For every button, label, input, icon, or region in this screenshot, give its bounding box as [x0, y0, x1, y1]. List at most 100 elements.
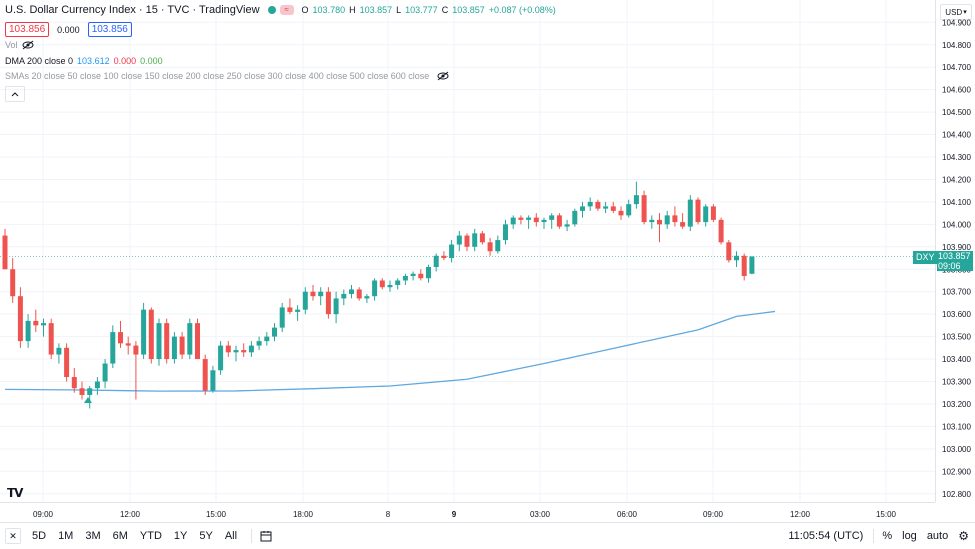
- eye-hidden-icon[interactable]: [22, 40, 34, 50]
- time-tick-label: 12:00: [120, 510, 141, 519]
- dma-label[interactable]: DMA 200 close 0: [5, 56, 74, 66]
- candle-body: [110, 332, 116, 364]
- candle-body: [472, 233, 478, 247]
- buy-button[interactable]: 103.856: [87, 22, 132, 37]
- range-5y-button[interactable]: 5Y: [199, 530, 213, 542]
- sma-legend: SMAs 20 close 50 close 100 close 150 clo…: [5, 71, 449, 81]
- candle-body: [56, 347, 62, 355]
- candle-body: [479, 233, 485, 243]
- range-6m-button[interactable]: 6M: [112, 530, 128, 542]
- eye-hidden-icon[interactable]: [437, 71, 449, 81]
- candle-body: [102, 363, 108, 382]
- candle-body: [741, 255, 747, 276]
- candlestick-chart[interactable]: [0, 0, 935, 502]
- ohlc-close-label: C: [441, 5, 449, 15]
- separator: [873, 529, 875, 543]
- candle-body: [449, 244, 455, 259]
- log-scale-button[interactable]: log: [902, 530, 917, 542]
- candle-body: [279, 307, 285, 328]
- currency-selector[interactable]: USD ▾: [940, 4, 972, 20]
- trade-panel: 103.856 0.000 103.856: [5, 22, 132, 37]
- time-axis[interactable]: 09:00 12:00 15:00 18:00 8 9 03:00 06:00 09:00 12:…: [0, 502, 935, 523]
- candle-body: [402, 275, 408, 281]
- price-tick-label: 103.200: [942, 400, 971, 409]
- range-ytd-button[interactable]: YTD: [139, 530, 162, 542]
- range-5d-button[interactable]: 5D: [32, 530, 47, 542]
- chevron-up-icon: [11, 92, 19, 97]
- time-tick-label: 15:00: [206, 510, 227, 519]
- candle-body: [533, 217, 539, 223]
- time-tick-label: 15:00: [876, 510, 897, 519]
- range-1y-button[interactable]: 1Y: [173, 530, 188, 542]
- range-3m-button[interactable]: 3M: [85, 530, 101, 542]
- candle-body: [456, 235, 462, 245]
- close-icon[interactable]: ✕: [5, 528, 21, 544]
- candle-body: [626, 204, 632, 216]
- candle-body: [518, 217, 524, 220]
- candle-body: [556, 215, 562, 227]
- candle-body: [587, 201, 593, 207]
- candle-body: [287, 307, 293, 312]
- candle-body: [549, 215, 555, 220]
- price-tick-label: 104.000: [942, 220, 971, 229]
- price-tick-label: 104.400: [942, 131, 971, 140]
- auto-scale-button[interactable]: auto: [926, 530, 949, 542]
- ohlc-change: +0.087 (+0.08%): [488, 5, 556, 15]
- tradingview-logo[interactable]: 𝗧𝗩: [7, 486, 24, 500]
- price-tick-label: 104.200: [942, 175, 971, 184]
- candle-body: [41, 323, 46, 326]
- candle-body: [680, 222, 686, 227]
- candle-body: [87, 388, 93, 395]
- candle-body: [356, 289, 362, 299]
- ohlc-low-label: L: [396, 5, 402, 15]
- candle-body: [141, 309, 147, 355]
- buy-signal-marker: [84, 397, 92, 403]
- chevron-down-icon: ▾: [963, 9, 967, 16]
- candle-body: [710, 206, 716, 220]
- candle-body: [248, 345, 254, 353]
- price-tick-label: 103.300: [942, 378, 971, 387]
- range-1m-button[interactable]: 1M: [58, 530, 74, 542]
- candle-body: [379, 280, 385, 288]
- spread-value: 0.000: [57, 24, 80, 35]
- time-tick-label: 06:00: [617, 510, 638, 519]
- price-tick-label: 103.900: [942, 243, 971, 252]
- price-tick-label: 104.500: [942, 108, 971, 117]
- percent-scale-button[interactable]: %: [882, 530, 893, 542]
- symbol-tag: DXY: [913, 251, 938, 264]
- dma-200-line: [4, 310, 776, 392]
- candle-body: [310, 291, 316, 297]
- candle-body: [649, 219, 655, 223]
- time-tick-label: 09:00: [703, 510, 724, 519]
- price-tick-label: 104.700: [942, 63, 971, 72]
- volume-label[interactable]: Vol: [5, 40, 18, 50]
- candle-body: [410, 273, 416, 276]
- price-tick-label: 104.100: [942, 198, 971, 207]
- candle-body: [256, 341, 262, 346]
- candle-body: [133, 345, 139, 355]
- settings-gear-icon[interactable]: ⚙: [958, 529, 969, 543]
- candle-body: [264, 336, 270, 342]
- candle-body: [657, 219, 662, 225]
- price-tick-label: 103.100: [942, 422, 971, 431]
- sell-button[interactable]: 103.856: [5, 22, 50, 37]
- bottom-toolbar: ✕ 5D 1M 3M 6M YTD 1Y 5Y All 11:05:54 (UT…: [0, 522, 975, 549]
- symbol-title[interactable]: U.S. Dollar Currency Index · 15 · TVC · …: [5, 4, 260, 16]
- candle-body: [118, 332, 123, 344]
- time-tick-label: 03:00: [530, 510, 551, 519]
- candle-body: [218, 345, 224, 371]
- price-tick-label: 104.800: [942, 41, 971, 50]
- price-tick-label: 102.900: [942, 467, 971, 476]
- calendar-goto-icon[interactable]: [260, 530, 272, 542]
- sma-label[interactable]: SMAs 20 close 50 close 100 close 150 clo…: [5, 71, 430, 81]
- candle-body: [595, 201, 601, 209]
- candle-body: [148, 309, 154, 360]
- collapse-legend-button[interactable]: [5, 86, 25, 102]
- candle-body: [17, 296, 23, 342]
- date-range-separator: [251, 529, 253, 543]
- utc-clock[interactable]: 11:05:54 (UTC): [788, 530, 864, 542]
- chart-plot-area[interactable]: U.S. Dollar Currency Index · 15 · TVC · …: [0, 0, 935, 502]
- range-all-button[interactable]: All: [224, 530, 238, 542]
- candle-body: [433, 255, 439, 268]
- volume-legend: Vol: [5, 40, 34, 50]
